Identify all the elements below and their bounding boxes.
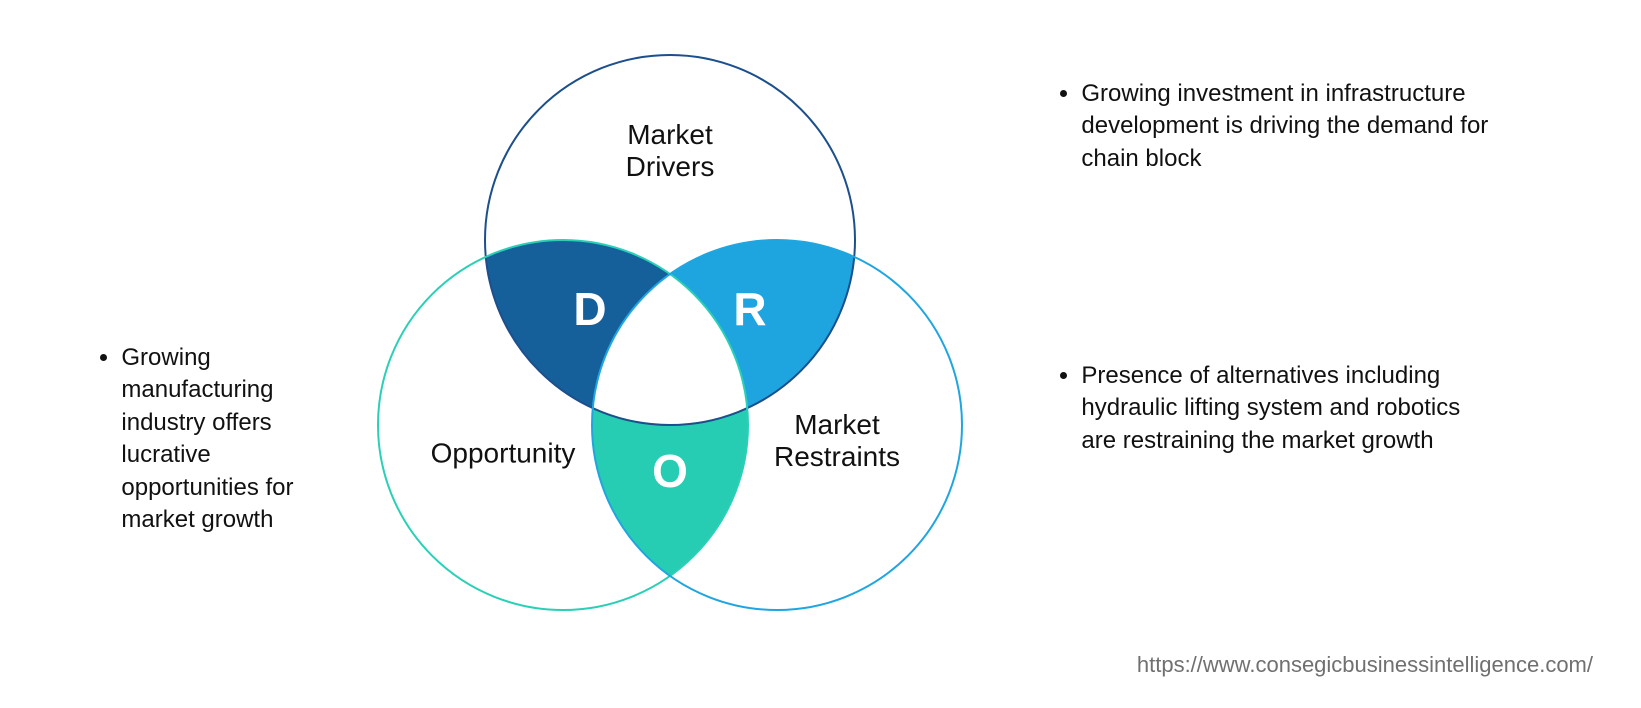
letter-r: R [733,283,766,335]
callout-opportunity: Growing manufacturing industry offers lu… [95,342,350,536]
letter-o: O [652,445,688,497]
callout-drivers: Growing investment in infrastructure dev… [1055,78,1495,175]
callout-opportunity-text: Growing manufacturing industry offers lu… [121,342,350,536]
footer-url: https://www.consegicbusinessintelligence… [1137,652,1593,678]
label-drivers: MarketDrivers [626,119,715,182]
callout-restraints-text: Presence of alternatives including hydra… [1081,360,1485,457]
label-opportunity: Opportunity [431,437,576,468]
callout-drivers-text: Growing investment in infrastructure dev… [1081,78,1495,175]
callout-restraints: Presence of alternatives including hydra… [1055,360,1485,457]
letter-d: D [573,283,606,335]
venn-diagram: MarketDrivers Opportunity MarketRestraints… [345,35,995,635]
label-restraints: MarketRestraints [774,409,900,472]
diagram-canvas: MarketDrivers Opportunity MarketRestraints… [0,0,1641,708]
